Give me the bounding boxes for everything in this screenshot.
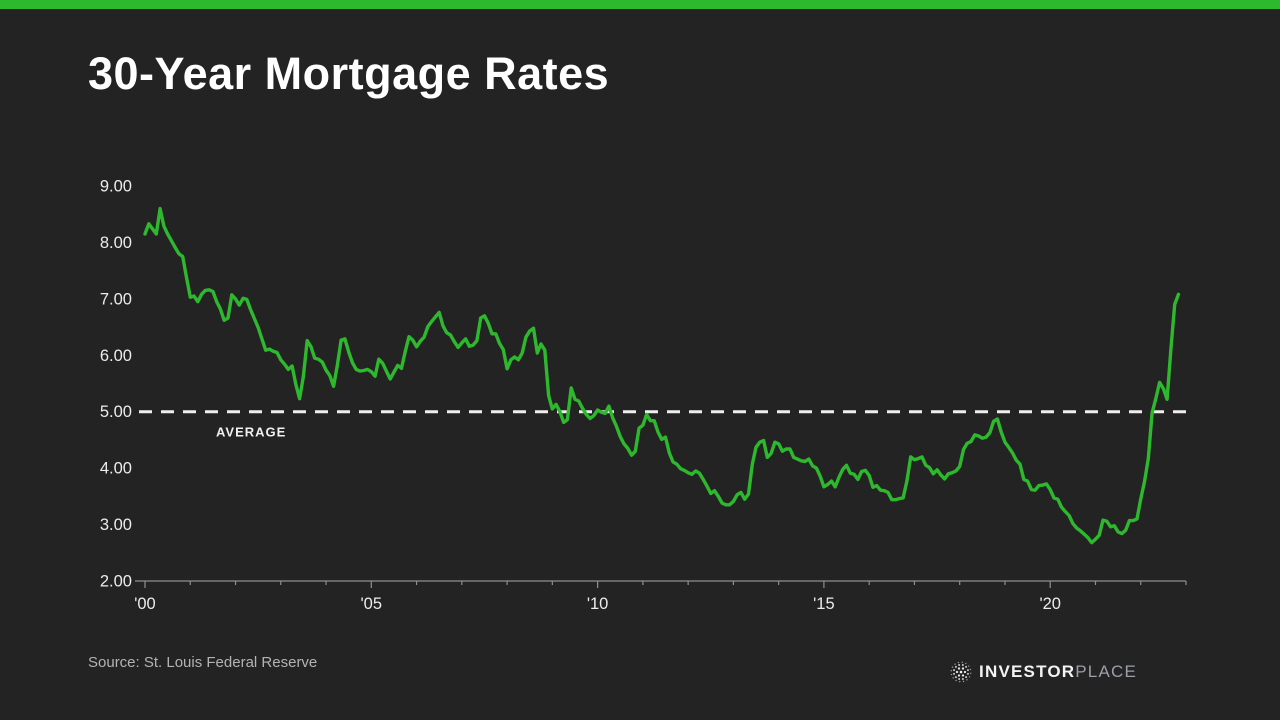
globe-icon-dot [962, 680, 965, 683]
mortgage-rates-chart: AVERAGE '00 '05 '10 '15 '20 9.00 8.00 7.00 6.00 5.… [88, 168, 1188, 616]
globe-icon-dot [950, 673, 953, 676]
globe-icon-dot [963, 670, 967, 674]
globe-icon [950, 661, 972, 683]
globe-icon-dot [950, 670, 953, 672]
rate-line [143, 206, 1181, 545]
globe-icon-dot [970, 672, 972, 674]
globe-icon-dot [969, 668, 972, 671]
globe-icon-dot [951, 666, 954, 668]
top-accent-bar [0, 0, 1280, 9]
globe-icon-dot [961, 674, 965, 677]
globe-icon-dot [961, 664, 964, 667]
chart-svg: AVERAGE '00 '05 '10 '15 '20 9.00 8.00 7.00 6.00 5.… [100, 178, 1187, 613]
globe-icon-dot [967, 672, 970, 675]
y-tick-label: 7.00 [100, 290, 132, 308]
y-tick-label: 4.00 [100, 460, 132, 478]
globe-icon-dot [954, 663, 956, 665]
globe-icon-dot [953, 669, 956, 672]
x-tick-label: '15 [813, 595, 835, 613]
globe-icon-dot [954, 676, 957, 679]
brand-place: PLACE [1075, 662, 1137, 681]
globe-icon-dot [968, 676, 971, 678]
y-tick-label: 5.00 [100, 403, 132, 421]
globe-icon-dot [965, 676, 968, 679]
globe-icon-dot [958, 677, 961, 680]
globe-icon-dot [968, 665, 970, 667]
globe-icon-dot [961, 661, 964, 663]
globe-icon-dot [952, 677, 954, 679]
globe-icon-dot [959, 681, 961, 683]
source-text: Source: St. Louis Federal Reserve [88, 654, 318, 671]
globe-icon-dot [965, 662, 967, 665]
globe-icon-dot [965, 665, 968, 668]
y-tick-label: 8.00 [100, 234, 132, 252]
y-tick-label: 9.00 [100, 178, 132, 196]
y-tick-label: 6.00 [100, 347, 132, 365]
globe-icon-dot [957, 667, 961, 670]
globe-icon-dot [958, 664, 961, 667]
globe-icon-dot [955, 670, 959, 674]
globe-icon-dot [957, 661, 960, 664]
x-tick-label: '05 [361, 595, 383, 613]
x-tick-label: '20 [1039, 595, 1061, 613]
average-label: AVERAGE [216, 425, 286, 440]
x-tick-label: '00 [134, 595, 156, 613]
globe-icon-dot [961, 677, 964, 680]
page-title: 30-Year Mortgage Rates [88, 48, 610, 99]
globe-icon-dot [957, 674, 961, 677]
brand-investor: INVESTOR [979, 662, 1076, 681]
globe-icon-dot [954, 665, 957, 668]
globe-icon-dot [955, 679, 957, 682]
y-tick-label: 3.00 [100, 516, 132, 534]
globe-icon-dot [966, 679, 968, 681]
globe-icon-dot [966, 669, 969, 672]
y-tick-label: 2.00 [100, 573, 132, 591]
x-tick-label: '10 [587, 595, 609, 613]
globe-icon-dot [953, 672, 956, 675]
globe-icon-dot [959, 670, 963, 674]
brand-logo: INVESTORPLACE [950, 661, 1137, 683]
globe-icon-dot [961, 667, 965, 670]
